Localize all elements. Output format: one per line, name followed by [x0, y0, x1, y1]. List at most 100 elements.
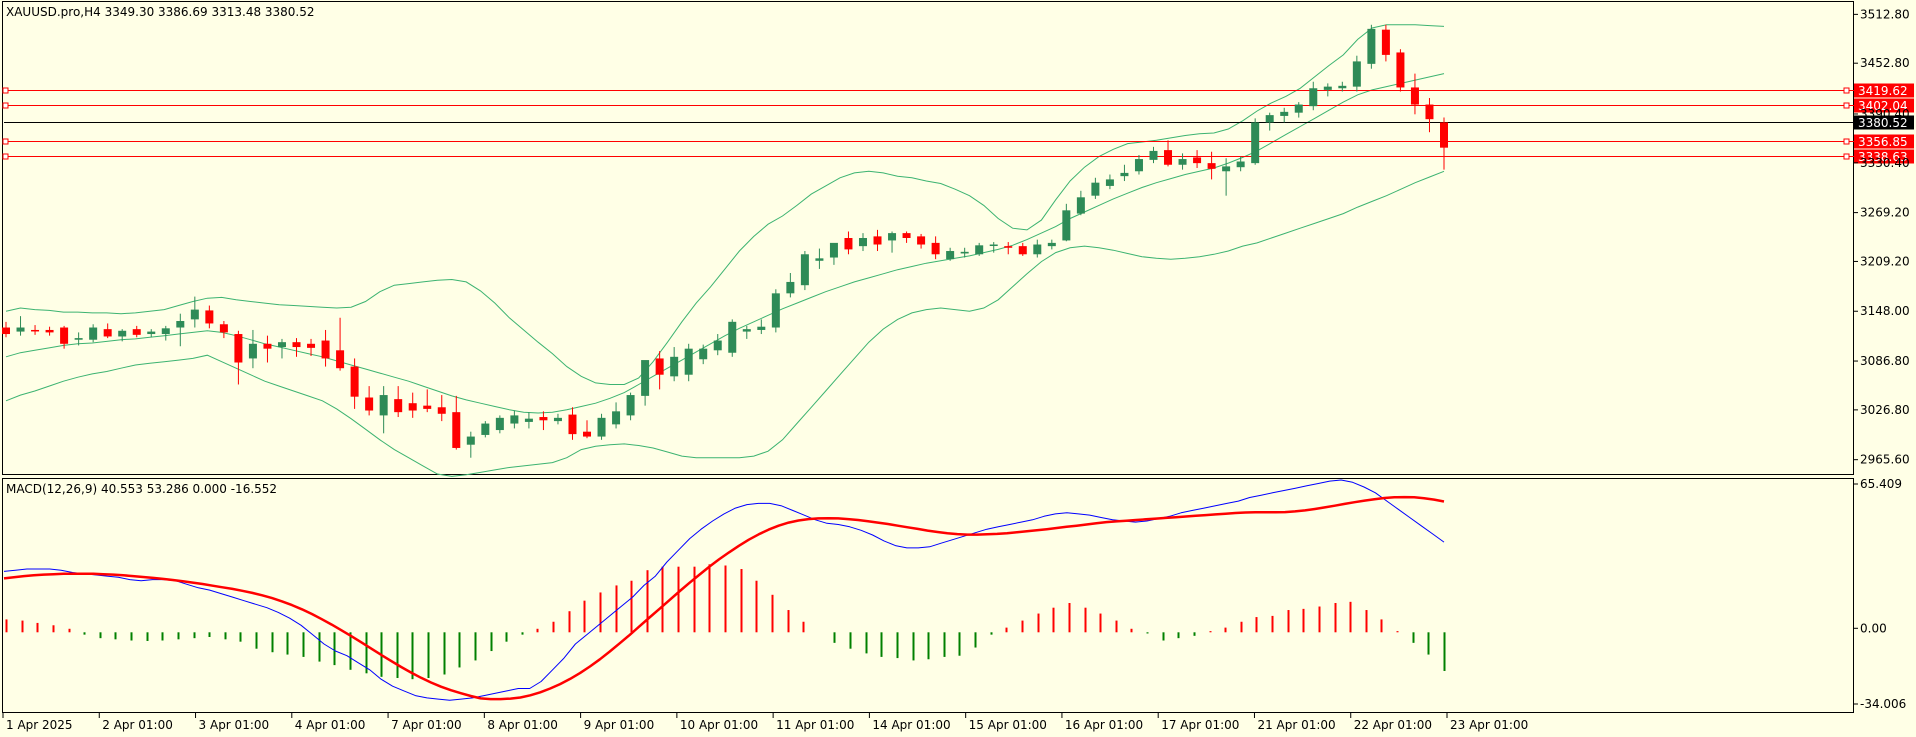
bull-candle-body: [16, 327, 25, 332]
bull-candle-body: [553, 417, 562, 422]
bull-candle-body: [466, 436, 475, 445]
price-tick-label: 3026.80: [1860, 403, 1910, 417]
bull-candle-body: [147, 331, 156, 335]
bull-candle-body: [670, 356, 679, 377]
time-tick-label: 3 Apr 01:00: [199, 718, 270, 732]
bear-candle-body: [1381, 29, 1390, 55]
bear-candle-body: [45, 329, 54, 333]
bull-candle-body: [510, 415, 519, 424]
bollinger-upper-line: [5, 24, 1445, 385]
macd-pane[interactable]: [2, 478, 1854, 713]
bull-candle-body: [713, 340, 722, 351]
bear-candle-body: [452, 412, 461, 448]
bull-candle-body: [1091, 182, 1100, 196]
bear-candle-body: [583, 431, 592, 437]
bull-candle-body: [1178, 159, 1187, 165]
level-left-handle: [2, 87, 9, 94]
bull-candle-body: [1076, 197, 1085, 214]
time-tick-label: 7 Apr 01:00: [391, 718, 462, 732]
bull-candle-body: [495, 417, 504, 431]
bull-candle-body: [771, 293, 780, 328]
bull-candle-body: [481, 423, 490, 435]
bear-candle-body: [1440, 122, 1448, 148]
time-tick-label: 16 Apr 01:00: [1065, 718, 1143, 732]
bull-candle-body: [757, 326, 766, 330]
bull-candle-body: [161, 328, 170, 335]
level-right-handle: [1843, 87, 1850, 94]
level-left-handle: [2, 153, 9, 160]
time-tick-label: 23 Apr 01:00: [1450, 718, 1528, 732]
bull-candle-body: [1352, 61, 1361, 87]
bull-candle-body: [1294, 104, 1303, 113]
bear-candle-body: [234, 334, 243, 363]
time-tick-label: 10 Apr 01:00: [680, 718, 758, 732]
time-tick-label: 14 Apr 01:00: [872, 718, 950, 732]
bollinger-lower-line: [5, 170, 1445, 477]
time-tick-label: 11 Apr 01:00: [776, 718, 854, 732]
bear-candle-body: [219, 324, 228, 333]
bear-candle-body: [1207, 163, 1216, 169]
macd-tick-label: -34.006: [1860, 697, 1906, 711]
bull-candle-body: [829, 242, 838, 258]
level-price-label: 3338.63: [1858, 150, 1908, 164]
level-right-handle: [1843, 102, 1850, 109]
bull-candle-body: [597, 417, 606, 437]
bull-candle-body: [1323, 86, 1332, 90]
price-tick-label: 3330.40: [1860, 156, 1910, 170]
time-tick-label: 2 Apr 01:00: [102, 718, 173, 732]
price-axis: 3512.80 3452.80 3390.40 3330.40 3269.20 3209.…: [1854, 7, 1910, 467]
bear-candle-body: [568, 414, 577, 435]
level-price-tag: [1854, 134, 1914, 149]
bull-candle-body: [248, 343, 257, 359]
bear-candle-body: [263, 343, 272, 349]
bull-candle-body: [975, 245, 984, 255]
bear-candle-body: [2, 327, 10, 335]
price-tick-label: 3269.20: [1860, 206, 1910, 220]
level-left-handle: [2, 138, 9, 145]
price-tick-label: 3390.40: [1860, 107, 1910, 121]
macd-axis: 65.409 0.00 -34.006: [1854, 477, 1906, 711]
bear-candle-body: [423, 405, 432, 409]
bull-candle-body: [888, 233, 897, 241]
bull-candle-body: [277, 342, 286, 348]
bull-candle-body: [1222, 166, 1231, 172]
bull-candle-body: [858, 238, 867, 247]
time-tick-label: 9 Apr 01:00: [584, 718, 655, 732]
level-price-label: 3356.85: [1858, 135, 1908, 149]
bull-candle-body: [118, 330, 127, 337]
bear-candle-body: [1164, 150, 1173, 165]
bear-candle-body: [902, 233, 911, 238]
price-tick-label: 3512.80: [1860, 7, 1910, 21]
level-right-handle: [1843, 153, 1850, 160]
time-axis: 1 Apr 2025 2 Apr 01:00 3 Apr 01:00 4 Apr 01…: [2, 713, 1528, 732]
bull-candle-body: [190, 309, 199, 320]
bollinger-bands: [5, 24, 1445, 477]
bull-candle-body: [800, 254, 809, 286]
bull-candle-body: [524, 418, 533, 422]
bull-candle-body: [1105, 179, 1114, 186]
macd-tick-label: 0.00: [1860, 621, 1887, 635]
bull-candle-body: [699, 348, 708, 360]
bear-candle-body: [1396, 52, 1405, 88]
bear-candle-body: [394, 399, 403, 413]
time-tick-label: 22 Apr 01:00: [1354, 718, 1432, 732]
bull-candle-body: [1033, 244, 1042, 255]
price-pane[interactable]: [2, 1, 1854, 475]
level-price-tag: [1854, 98, 1914, 113]
level-left-handle: [2, 102, 9, 109]
bear-candle-body: [307, 343, 316, 348]
level-price-tag: [1854, 83, 1914, 98]
bear-candle-body: [1193, 157, 1202, 164]
bull-candle-body: [728, 321, 737, 353]
symbol-title: XAUUSD.pro,H4 3349.30 3386.69 3313.48 33…: [6, 5, 315, 19]
bear-candle-body: [931, 242, 940, 255]
signal-line: [3, 495, 1445, 701]
bid-price-tag: [1854, 115, 1914, 130]
bull-candle-body: [1149, 150, 1158, 160]
bull-candle-body: [786, 281, 795, 294]
bear-candle-body: [321, 340, 330, 359]
bull-candle-body: [946, 251, 955, 260]
